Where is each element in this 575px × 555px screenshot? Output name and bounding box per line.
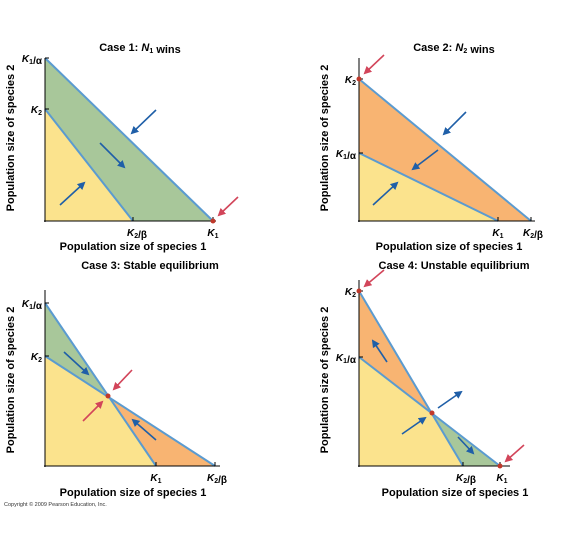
- y-axis-label: Population size of species 2: [319, 307, 331, 454]
- equilibrium-arrow: [363, 269, 385, 288]
- panel-case-4: Case 4: Unstable equilibrium Population …: [319, 260, 530, 499]
- x-axis-label: Population size of species 1: [376, 241, 523, 253]
- isocline-n2: [44, 108, 134, 222]
- equilibrium-point: [356, 76, 362, 82]
- y-axis-label: Population size of species 2: [5, 307, 17, 454]
- equilibrium-point: [210, 218, 216, 224]
- x-tick-label: K2/β: [523, 228, 543, 241]
- isocline-n2: [358, 78, 532, 222]
- y-tick-label: K2: [31, 105, 42, 117]
- direction-arrow: [371, 339, 388, 363]
- y-tick-label: K1/α: [336, 149, 357, 162]
- equilibrium-point: [356, 288, 362, 294]
- isocline-n1: [358, 356, 501, 467]
- equilibrium-arrow: [217, 196, 239, 217]
- panel-case-2: Case 2: N2 wins Population size of speci…: [319, 42, 543, 253]
- y-tick-label: K1/α: [336, 353, 357, 366]
- isocline-n1: [44, 57, 214, 222]
- equilibrium-arrow: [504, 444, 525, 463]
- panel-case-3: Case 3: Stable equilibrium Population si…: [4, 260, 227, 508]
- equilibrium-arrow: [112, 369, 133, 391]
- direction-arrow: [63, 351, 90, 376]
- x-tick-label: K1: [207, 228, 218, 240]
- direction-arrow: [130, 109, 157, 135]
- x-tick-label: K2/β: [207, 473, 227, 486]
- x-axis-label: Population size of species 1: [60, 487, 207, 499]
- y-axis-label: Population size of species 2: [5, 65, 17, 212]
- y-tick-label: K2: [345, 287, 356, 299]
- panel-title: Case 1: N1 wins: [99, 42, 181, 56]
- panel-title: Case 4: Unstable equilibrium: [379, 260, 530, 272]
- x-tick-label: K2/β: [127, 228, 147, 241]
- x-tick-label: K1: [496, 473, 507, 485]
- isocline-n1: [358, 152, 499, 222]
- isocline-n1: [44, 302, 157, 467]
- equilibrium-arrow: [363, 54, 385, 75]
- isocline-n2: [358, 290, 464, 467]
- panel-title: Case 3: Stable equilibrium: [81, 260, 219, 272]
- x-tick-label: K1: [150, 473, 161, 485]
- copyright: Copyright © 2009 Pearson Education, Inc.: [4, 501, 107, 508]
- direction-arrow: [401, 416, 427, 435]
- x-tick-label: K1: [492, 228, 503, 240]
- direction-arrow: [59, 181, 86, 206]
- direction-arrow: [131, 418, 157, 441]
- x-tick-label: K2/β: [456, 473, 476, 486]
- y-tick-label: K2: [345, 75, 356, 87]
- panel-case-1: Case 1: N1 wins Population size of speci…: [5, 42, 239, 253]
- equilibrium-point: [429, 410, 435, 416]
- panel-title: Case 2: N2 wins: [413, 42, 495, 56]
- equilibrium-point: [105, 393, 111, 399]
- y-tick-label: K1/α: [22, 299, 43, 312]
- equilibrium-point: [497, 463, 503, 469]
- direction-arrow: [457, 436, 475, 455]
- x-axis-label: Population size of species 1: [382, 487, 529, 499]
- direction-arrow: [411, 149, 439, 171]
- y-tick-label: K1/α: [22, 54, 43, 67]
- equilibrium-arrow: [82, 400, 104, 422]
- y-axis-label: Population size of species 2: [319, 65, 331, 212]
- direction-arrow: [99, 142, 126, 169]
- isocline-n2: [44, 355, 216, 467]
- direction-arrow: [372, 181, 399, 206]
- direction-arrow: [437, 390, 463, 409]
- direction-arrow: [442, 111, 467, 136]
- x-axis-label: Population size of species 1: [60, 241, 207, 253]
- yellow-region: [45, 356, 156, 466]
- y-tick-label: K2: [31, 352, 42, 364]
- yellow-region: [359, 357, 463, 466]
